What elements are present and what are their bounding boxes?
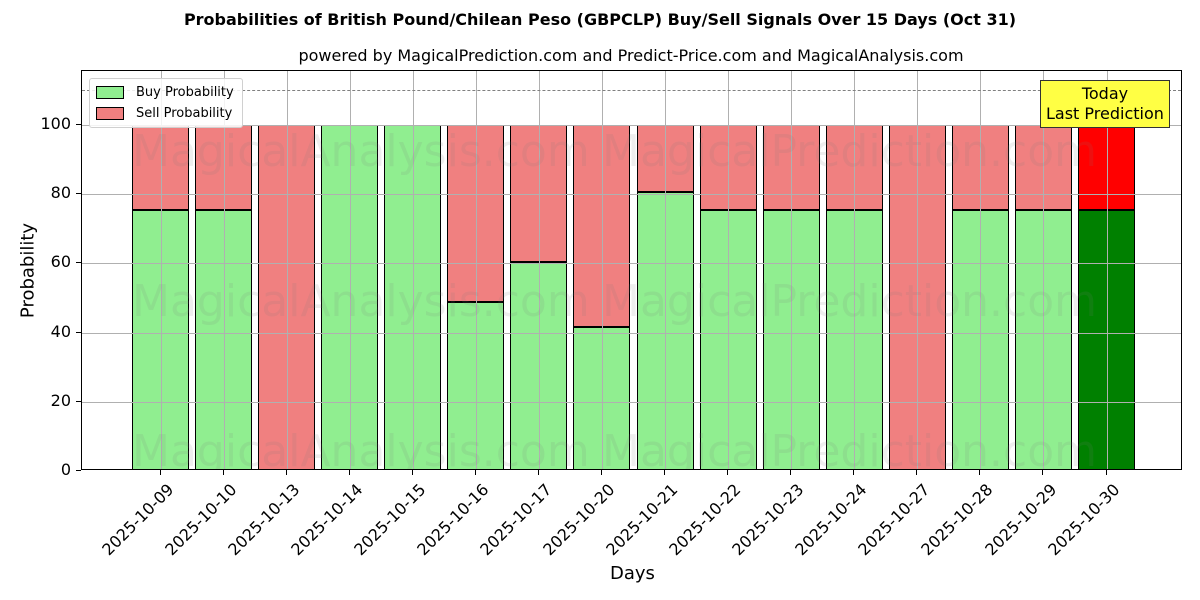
x-tick-mark	[348, 470, 350, 475]
legend-item-sell: Sell Probability	[96, 103, 234, 124]
gridline-v	[728, 71, 730, 469]
gridline-v	[349, 71, 351, 469]
gridline-v	[286, 71, 288, 469]
x-tick-mark	[411, 470, 413, 475]
threshold-line	[82, 90, 1181, 92]
gridline-v	[980, 71, 982, 469]
gridline-v	[223, 71, 225, 469]
gridline-v	[412, 71, 414, 469]
gridline-v	[791, 71, 793, 469]
plot-area: Buy Probability Sell Probability Today L…	[81, 70, 1182, 470]
gridline-h	[82, 332, 1181, 334]
legend-buy-label: Buy Probability	[136, 85, 234, 100]
y-tick-label: 80	[50, 183, 71, 203]
chart-subtitle: powered by MagicalPrediction.com and Pre…	[298, 46, 964, 65]
y-tick-mark	[76, 193, 81, 195]
x-tick-mark	[979, 470, 981, 475]
gridline-h	[82, 194, 1181, 196]
gridline-h	[82, 401, 1181, 403]
legend-sell-label: Sell Probability	[136, 106, 233, 121]
x-tick-mark	[285, 470, 287, 475]
x-tick-mark	[1042, 470, 1044, 475]
x-tick-mark	[727, 470, 729, 475]
x-tick-mark	[853, 470, 855, 475]
sell-swatch-icon	[96, 107, 124, 120]
gridline-h	[82, 125, 1181, 126]
y-tick-mark	[76, 262, 81, 264]
x-tick-mark	[916, 470, 918, 475]
x-axis-label: Days	[610, 563, 655, 584]
x-tick-mark	[537, 470, 539, 475]
x-tick-mark	[600, 470, 602, 475]
today-line2: Last Prediction	[1046, 104, 1164, 123]
y-tick-label: 60	[50, 252, 71, 272]
gridline-v	[601, 71, 603, 469]
gridline-v	[665, 71, 667, 469]
gridline-v	[475, 71, 477, 469]
x-tick-mark	[159, 470, 161, 475]
gridline-v	[1043, 71, 1045, 469]
legend-item-buy: Buy Probability	[96, 82, 234, 103]
gridline-v	[917, 71, 919, 469]
gridline-h	[82, 263, 1181, 265]
y-tick-label: 100	[40, 114, 71, 133]
x-tick-mark	[664, 470, 666, 475]
today-line1: Today	[1081, 84, 1129, 103]
x-tick-mark	[474, 470, 476, 475]
y-tick-label: 0	[60, 460, 71, 479]
today-annotation: Today Last Prediction	[1040, 80, 1170, 128]
gridline-v	[160, 71, 162, 469]
y-tick-label: 20	[50, 390, 71, 410]
x-tick-mark	[222, 470, 224, 475]
x-tick-mark	[1105, 470, 1107, 475]
y-tick-mark	[76, 124, 81, 125]
y-tick-mark	[76, 331, 81, 333]
chart-title: Probabilities of British Pound/Chilean P…	[183, 10, 1017, 29]
y-tick-mark	[76, 400, 81, 402]
y-tick-label: 40	[50, 321, 71, 341]
y-axis-label: Probability	[17, 222, 39, 319]
y-tick-mark	[76, 470, 81, 471]
legend: Buy Probability Sell Probability	[89, 78, 243, 128]
buy-swatch-icon	[96, 86, 124, 99]
x-tick-mark	[790, 470, 792, 475]
gridline-v	[538, 71, 540, 469]
gridline-v	[1106, 71, 1108, 469]
gridline-v	[854, 71, 856, 469]
